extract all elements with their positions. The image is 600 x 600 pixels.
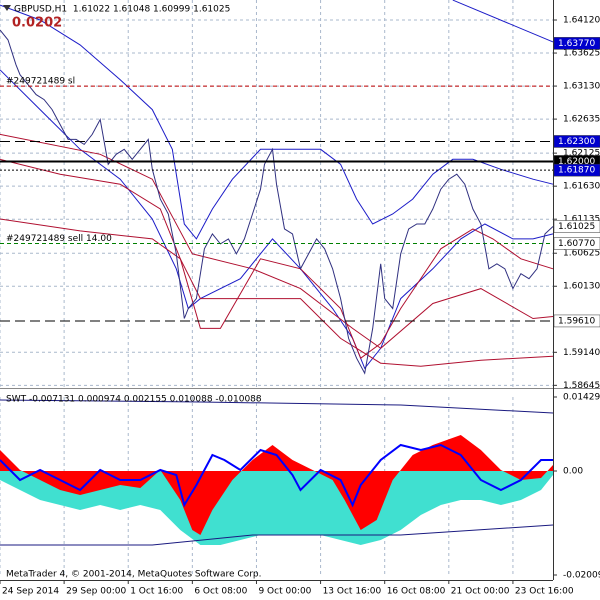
line <box>0 399 554 414</box>
x-tick-label: 6 Oct 08:00 <box>194 587 247 597</box>
x-tick-label: 9 Oct 00:00 <box>258 587 311 597</box>
y-tick-label: 0.014293 <box>563 393 600 403</box>
y-tick-label: -0.020092 <box>563 571 600 581</box>
x-tick-label: 23 Oct 16:00 <box>515 587 574 597</box>
line <box>0 524 554 546</box>
level-label: 1.62300 <box>558 137 595 147</box>
x-tick-label: 16 Oct 08:00 <box>387 587 446 597</box>
line <box>0 4 554 240</box>
level-label: 1.61025 <box>558 222 595 232</box>
y-tick-label: 1.59140 <box>563 348 600 358</box>
area <box>0 435 553 535</box>
y-tick-label: 1.61630 <box>563 182 600 192</box>
line <box>0 69 554 370</box>
y-tick-label: 1.60130 <box>563 282 600 292</box>
line <box>0 158 554 359</box>
profit-label: 0.0202 <box>12 16 62 31</box>
area <box>0 470 553 545</box>
y-tick-label: 0.00 <box>563 466 583 476</box>
footer: MetaTrader 4, © 2001-2014, MetaQuotes So… <box>6 570 262 580</box>
indicator-title: SWT -0.007131 0.000974 0.002155 0.010088… <box>6 395 262 405</box>
x-tick-label: 24 Sep 2014 <box>2 587 59 597</box>
level-box <box>553 135 600 148</box>
y-tick-label: 1.58645 <box>563 381 600 391</box>
y-tick-label: 1.64120 <box>563 16 600 26</box>
x-tick-label: 29 Sep 00:00 <box>66 587 126 597</box>
y-tick-label: 1.63130 <box>563 82 600 92</box>
y-tick-label: 1.62125 <box>563 149 600 159</box>
y-tick-label: 1.63625 <box>563 49 600 59</box>
level-label: 1.60770 <box>558 239 595 249</box>
y-tick-label: 1.61135 <box>563 215 600 225</box>
line <box>0 218 554 367</box>
line <box>0 29 554 375</box>
y-tick-label: 1.60625 <box>563 249 600 259</box>
chart-title: GBPUSD,H1 1.61022 1.61048 1.60999 1.6102… <box>14 5 230 15</box>
level-box <box>553 314 600 328</box>
symbol-icon <box>3 5 11 11</box>
x-tick-label: 13 Oct 16:00 <box>323 587 382 597</box>
level-box <box>553 37 600 50</box>
level-label: 1.61870 <box>558 166 595 176</box>
line <box>452 0 554 43</box>
level-box <box>553 237 600 250</box>
level-label: 1.63770 <box>558 39 595 49</box>
y-tick-label: 1.62635 <box>563 115 600 125</box>
order-label: #249721489 sl <box>6 77 75 87</box>
level-box <box>553 163 600 177</box>
line <box>0 443 553 508</box>
order-label: #249721489 sell 14.00 <box>6 234 112 244</box>
line <box>0 133 554 349</box>
level-label: 1.59610 <box>558 316 595 326</box>
x-tick-label: 21 Oct 00:00 <box>451 587 510 597</box>
x-tick-label: 1 Oct 16:00 <box>130 587 183 597</box>
level-box <box>553 220 600 233</box>
level-label: 1.62000 <box>558 157 595 167</box>
